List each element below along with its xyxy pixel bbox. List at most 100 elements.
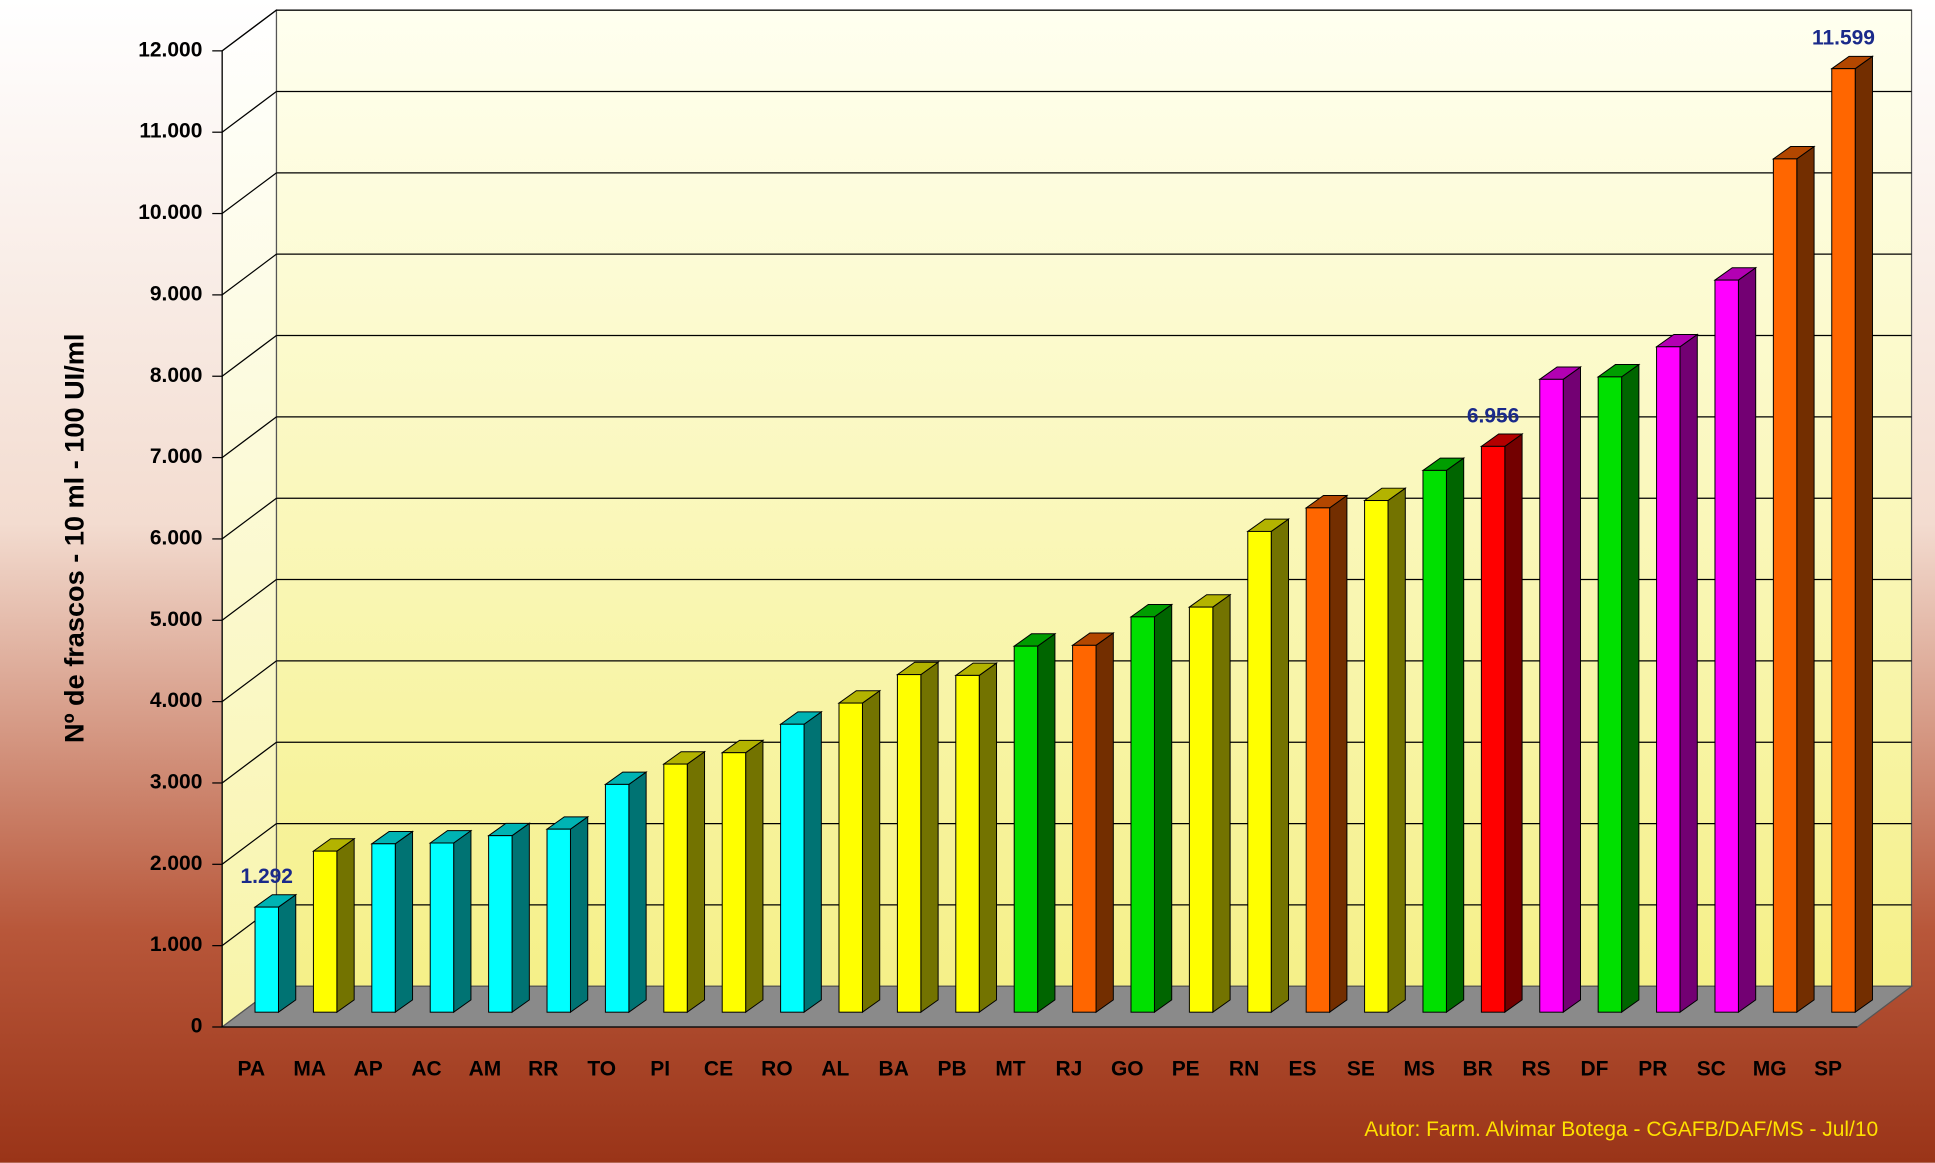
- bar: [663, 763, 688, 1013]
- bar: [312, 850, 338, 1013]
- y-tick-label: 5.000: [150, 608, 202, 631]
- x-tick-label: GO: [1111, 1058, 1144, 1081]
- y-axis-label: Nº de frascos - 10 ml - 100 UI/ml: [59, 334, 90, 743]
- grid-line: [221, 335, 277, 377]
- x-tick-label: CE: [704, 1058, 733, 1081]
- bar: [1831, 68, 1856, 1013]
- bar-side: [394, 830, 414, 1014]
- x-tick-label: RO: [761, 1058, 792, 1081]
- bar-side: [1737, 266, 1757, 1014]
- x-tick-label: PR: [1638, 1058, 1667, 1081]
- x-tick-label: ES: [1288, 1058, 1316, 1081]
- x-tick-label: AM: [469, 1058, 502, 1081]
- bar: [546, 828, 571, 1013]
- bar: [721, 752, 747, 1013]
- bar-side: [1270, 518, 1290, 1014]
- x-tick-label: MA: [293, 1058, 326, 1081]
- bar-side: [1387, 487, 1406, 1014]
- bar: [1480, 445, 1506, 1013]
- bar-side: [920, 661, 939, 1014]
- y-tick-label: 8.000: [150, 364, 202, 387]
- x-tick-label: RS: [1521, 1058, 1550, 1081]
- bar-side: [1504, 433, 1523, 1014]
- x-tick-label: MG: [1753, 1058, 1787, 1081]
- bar: [1130, 616, 1155, 1013]
- value-label: 1.292: [241, 865, 293, 888]
- y-tick-label: 3.000: [150, 771, 202, 794]
- x-tick-label: PA: [238, 1058, 266, 1081]
- bar: [429, 842, 455, 1013]
- grid-line: [221, 741, 277, 784]
- bar-side: [628, 771, 647, 1014]
- bar: [780, 723, 805, 1013]
- bar: [488, 835, 513, 1013]
- bar-side: [511, 822, 530, 1014]
- bar-side: [1153, 603, 1173, 1014]
- bar-side: [1854, 55, 1873, 1014]
- value-label: 11.599: [1812, 27, 1875, 50]
- x-tick-label: PI: [650, 1058, 670, 1081]
- bar: [1364, 500, 1389, 1013]
- bar: [1539, 378, 1564, 1013]
- y-tick-label: 12.000: [138, 38, 202, 61]
- grid-line: [221, 660, 277, 703]
- bar-side: [1095, 632, 1114, 1014]
- y-tick-label: 1.000: [150, 933, 202, 956]
- bar: [1597, 376, 1623, 1013]
- x-tick-label: MT: [995, 1058, 1025, 1081]
- y-tick-label: 9.000: [150, 282, 202, 305]
- x-tick-label: BA: [879, 1058, 909, 1081]
- bar: [1072, 644, 1097, 1013]
- grid-line: [221, 416, 277, 459]
- bar-side: [745, 739, 764, 1014]
- y-tick-label: 6.000: [150, 526, 202, 549]
- bar-side: [1445, 457, 1465, 1014]
- value-label: 6.956: [1467, 404, 1519, 427]
- bar: [604, 783, 630, 1013]
- x-tick-label: TO: [587, 1058, 616, 1081]
- bar: [896, 674, 922, 1013]
- bar: [955, 674, 980, 1013]
- y-tick-label: 0: [191, 1015, 203, 1038]
- x-tick-label: AC: [411, 1058, 441, 1081]
- bar-side: [1037, 632, 1056, 1014]
- bar: [1305, 507, 1331, 1013]
- x-tick-label: RN: [1229, 1058, 1259, 1081]
- bar: [371, 843, 396, 1013]
- y-tick-label: 11.000: [139, 120, 202, 143]
- bar-side: [803, 710, 822, 1014]
- bar: [1714, 279, 1739, 1013]
- bar-side: [1679, 333, 1698, 1014]
- x-tick-label: BR: [1463, 1058, 1493, 1081]
- grid-line: [221, 253, 277, 296]
- bar: [1188, 606, 1214, 1013]
- y-tick-label: 4.000: [150, 689, 202, 712]
- x-tick-label: RR: [528, 1058, 558, 1081]
- bar: [1247, 530, 1272, 1013]
- bar: [1422, 469, 1447, 1013]
- x-tick-label: SP: [1814, 1058, 1842, 1081]
- bar-side: [1796, 145, 1815, 1014]
- grid-line: [221, 90, 277, 133]
- bar-side: [453, 829, 472, 1014]
- y-tick-label: 10.000: [138, 201, 202, 224]
- bar-side: [978, 662, 998, 1014]
- bar-side: [861, 689, 881, 1014]
- annotation: Autor: Farm. Alvimar Botega - CGAFB/DAF/…: [1364, 1118, 1878, 1141]
- grid-line: [221, 579, 277, 621]
- x-tick-label: DF: [1580, 1058, 1608, 1081]
- bar-side: [686, 750, 706, 1014]
- bar-side: [336, 837, 355, 1014]
- x-tick-label: PB: [938, 1058, 967, 1081]
- x-tick-label: SE: [1347, 1058, 1375, 1081]
- x-tick-label: AP: [354, 1058, 383, 1081]
- grid-line: [221, 172, 277, 215]
- x-tick-label: AL: [821, 1058, 849, 1081]
- bar: [254, 906, 279, 1013]
- y-tick-label: 2.000: [150, 852, 202, 875]
- x-tick-label: MS: [1404, 1058, 1435, 1081]
- bar-side: [277, 893, 297, 1014]
- bar: [1772, 158, 1798, 1013]
